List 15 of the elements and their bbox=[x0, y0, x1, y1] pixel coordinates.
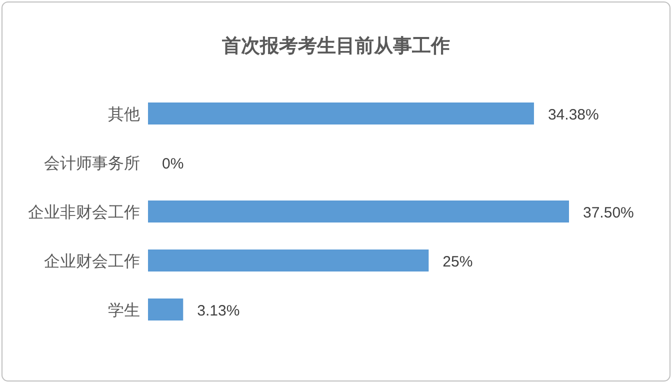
chart-title: 首次报考考生目前从事工作 bbox=[221, 35, 450, 57]
y-tick-label: 企业非财会工作 bbox=[28, 204, 140, 222]
y-tick-label: 学生 bbox=[108, 302, 140, 320]
bar bbox=[148, 298, 184, 320]
data-label: 3.13% bbox=[197, 302, 240, 320]
bar bbox=[148, 200, 569, 222]
y-tick-label: 企业财会工作 bbox=[44, 252, 140, 270]
y-tick-label: 其他 bbox=[108, 106, 140, 124]
data-label: 37.50% bbox=[583, 204, 634, 222]
y-tick-label: 会计师事务所 bbox=[44, 154, 140, 172]
bar bbox=[148, 250, 429, 272]
data-label: 0% bbox=[162, 156, 184, 172]
data-label: 25% bbox=[442, 254, 473, 270]
bar bbox=[148, 102, 534, 124]
data-label: 34.38% bbox=[548, 106, 599, 124]
